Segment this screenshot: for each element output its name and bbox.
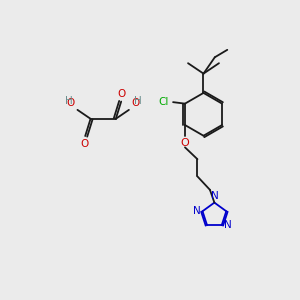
Text: N: N — [193, 206, 200, 216]
Text: O: O — [80, 139, 88, 149]
Text: Cl: Cl — [158, 97, 169, 107]
Text: O: O — [131, 98, 140, 108]
Text: H: H — [134, 96, 142, 106]
Text: N: N — [224, 220, 232, 230]
Text: H: H — [65, 96, 72, 106]
Text: N: N — [211, 190, 218, 200]
Text: O: O — [67, 98, 75, 108]
Text: O: O — [118, 88, 126, 99]
Text: O: O — [181, 138, 189, 148]
